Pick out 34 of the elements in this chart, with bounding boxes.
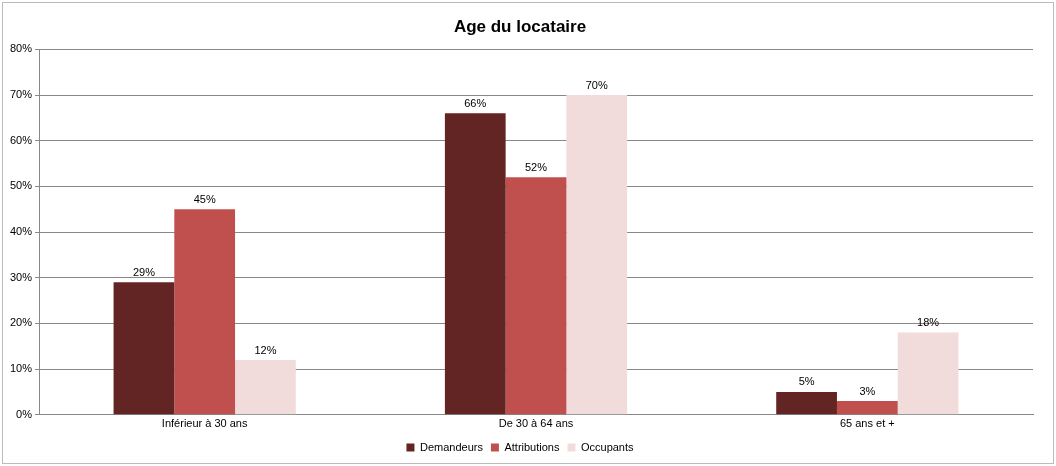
legend-label: Attributions <box>504 440 560 453</box>
data-label: 3% <box>859 384 876 397</box>
bar <box>836 401 898 415</box>
data-label: 45% <box>193 192 216 205</box>
y-tick-label: 80% <box>9 42 33 55</box>
x-tick-label: Inférieur à 30 ans <box>161 417 248 430</box>
chart-title: Age du locataire <box>453 16 587 36</box>
x-tick-label: 65 ans et + <box>839 417 895 430</box>
data-label: 66% <box>464 96 487 109</box>
bar <box>174 209 236 415</box>
data-label: 5% <box>798 375 815 388</box>
data-label: 12% <box>254 343 277 356</box>
y-tick-label: 40% <box>9 225 33 238</box>
bar <box>113 282 175 415</box>
data-label: 29% <box>132 265 156 278</box>
y-tick-label: 60% <box>9 133 33 146</box>
y-tick-label: 50% <box>9 179 33 192</box>
bar <box>505 177 567 415</box>
legend-label: Occupants <box>580 440 635 453</box>
bar <box>444 113 506 415</box>
x-tick-label: De 30 à 64 ans <box>498 417 574 430</box>
y-tick-label: 30% <box>9 270 33 283</box>
data-label: 52% <box>524 160 548 173</box>
y-tick-label: 20% <box>9 316 33 329</box>
legend-label: Demandeurs <box>419 440 484 453</box>
y-tick-label: 70% <box>9 88 33 101</box>
y-tick-label: 0% <box>16 407 33 420</box>
bar <box>235 359 296 415</box>
bar <box>776 391 837 415</box>
data-label: 18% <box>917 316 940 329</box>
bar <box>897 332 959 415</box>
bar <box>566 95 628 415</box>
data-label: 70% <box>585 78 608 91</box>
y-tick-label: 10% <box>9 362 33 375</box>
